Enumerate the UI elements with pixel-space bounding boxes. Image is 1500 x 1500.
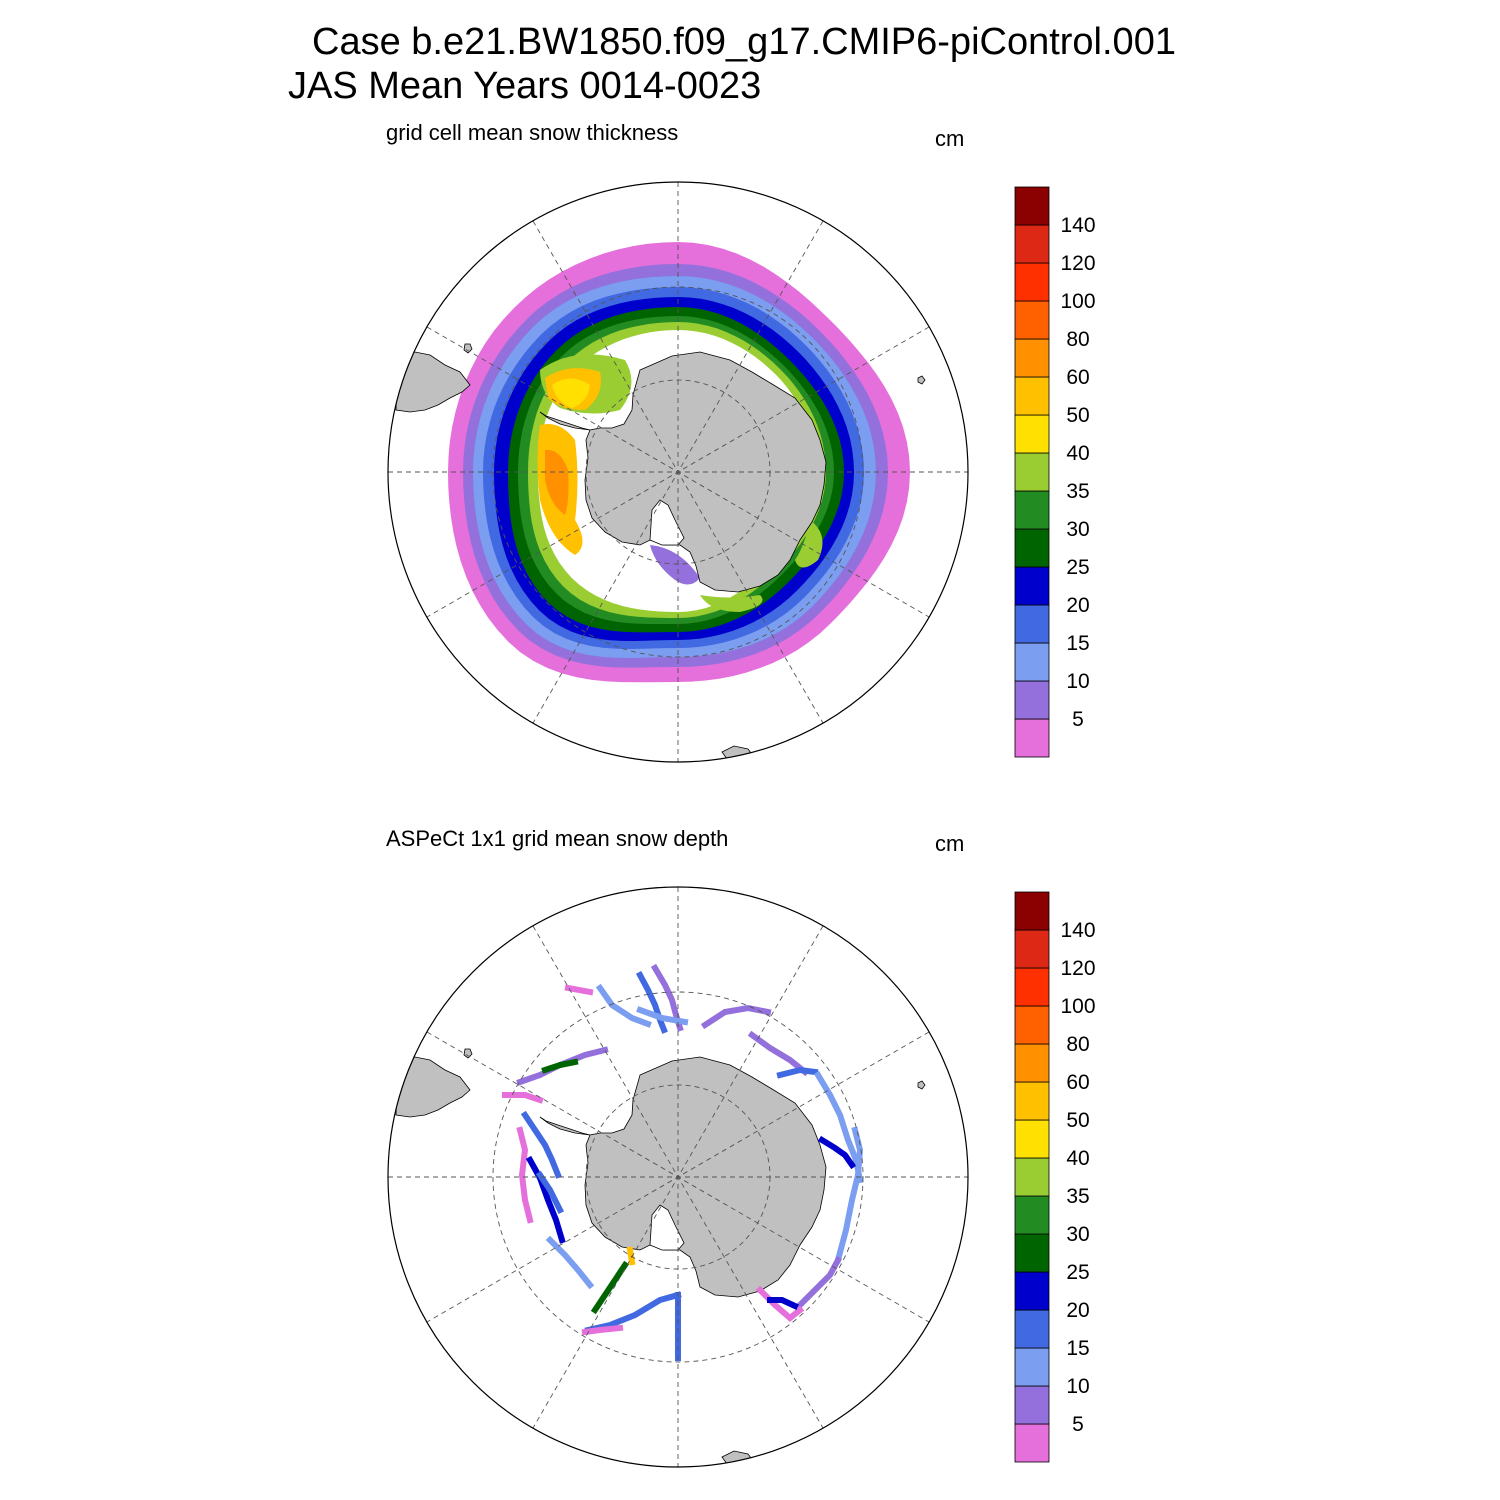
colorbar-swatch — [1014, 1119, 1050, 1159]
colorbar-swatch — [1014, 1271, 1050, 1311]
colorbar-swatch — [1014, 967, 1050, 1007]
colorbar-tick-label: 140 — [1060, 214, 1095, 237]
observation-track — [584, 1291, 682, 1334]
panel-1-title: grid cell mean snow thickness — [386, 120, 679, 145]
colorbar-tick-label: 20 — [1066, 594, 1089, 617]
colorbar-tick-label: 80 — [1066, 1033, 1089, 1056]
colorbar-tick-label: 100 — [1060, 995, 1095, 1018]
colorbar-tick-label: 40 — [1066, 1147, 1089, 1170]
colorbar-tick-label: 35 — [1066, 1185, 1089, 1208]
observation-track — [590, 1260, 630, 1315]
colorbar-swatch — [1014, 490, 1050, 530]
colorbar-swatch — [1014, 1423, 1050, 1463]
snow-patch — [795, 520, 823, 568]
colorbar-swatch — [1014, 566, 1050, 606]
colorbar-tick-label: 120 — [1060, 957, 1095, 980]
observation-track — [817, 1135, 857, 1170]
colorbar-tick-label: 60 — [1066, 1071, 1089, 1094]
observation-track — [545, 1235, 595, 1290]
colorbar-panel-2: 5 10 15 20 25 30 35 40 50 60 80 100 120 140 — [1014, 891, 1096, 1463]
snow-patch — [545, 449, 569, 515]
colorbar-tick-label: 10 — [1066, 670, 1089, 693]
colorbar-tick-label: 80 — [1066, 328, 1089, 351]
colorbar-swatch — [1014, 718, 1050, 758]
colorbar-swatch — [1014, 300, 1050, 340]
colorbar-swatch — [1014, 680, 1050, 720]
observation-track — [776, 1066, 819, 1079]
observation-track — [525, 1155, 566, 1244]
figure-title-case: Case b.e21.BW1850.f09_g17.CMIP6-piContro… — [312, 21, 1176, 63]
colorbar-tick-label: 5 — [1072, 708, 1084, 731]
colorbar-swatch — [1014, 642, 1050, 682]
panel-2-units: cm — [935, 831, 965, 856]
observation-track — [595, 983, 652, 1028]
colorbar-swatch — [1014, 224, 1050, 264]
colorbar-tick-label: 100 — [1060, 290, 1095, 313]
map-panel-model — [387, 181, 969, 763]
ship-observation-tracks — [502, 963, 864, 1361]
snow-patch — [650, 545, 700, 585]
colorbar-tick-label: 140 — [1060, 919, 1095, 942]
observation-track — [502, 1092, 544, 1104]
colorbar-panel-1: 5 10 15 20 25 30 35 40 50 60 80 100 120 140 — [1014, 186, 1096, 758]
colorbar-swatch — [1014, 1347, 1050, 1387]
colorbar-swatch — [1014, 1081, 1050, 1121]
south-america-landmass — [395, 1056, 471, 1118]
observation-track — [767, 1297, 799, 1310]
panel-2-title: ASPeCt 1x1 grid mean snow depth — [386, 826, 729, 851]
colorbar-swatch — [1014, 452, 1050, 492]
colorbar-swatch — [1014, 1195, 1050, 1235]
colorbar-swatch — [1014, 528, 1050, 568]
colorbar-tick-label: 25 — [1066, 1261, 1089, 1284]
colorbar-tick-label: 30 — [1066, 1223, 1089, 1246]
map-panel-observations — [387, 886, 969, 1468]
colorbar-tick-label: 15 — [1066, 1337, 1089, 1360]
colorbar-swatch — [1014, 604, 1050, 644]
observation-track — [541, 1058, 579, 1074]
colorbar-tick-label: 120 — [1060, 252, 1095, 275]
colorbar-tick-label: 25 — [1066, 556, 1089, 579]
colorbar-tick-label: 15 — [1066, 632, 1089, 655]
colorbar-tick-label: 20 — [1066, 1299, 1089, 1322]
antarctic-peninsula — [539, 411, 591, 431]
snow-patch — [700, 595, 763, 612]
panel-1-units: cm — [935, 126, 965, 151]
colorbar-tick-label: 50 — [1066, 1109, 1089, 1132]
observation-track — [564, 984, 594, 996]
observation-track — [635, 970, 668, 1034]
colorbar-tick-label: 40 — [1066, 442, 1089, 465]
snow-patch — [552, 378, 590, 408]
colorbar-swatch — [1014, 1043, 1050, 1083]
colorbar-swatch — [1014, 1233, 1050, 1273]
colorbar-swatch — [1014, 1385, 1050, 1425]
colorbar-swatch — [1014, 414, 1050, 454]
observation-track — [520, 1110, 562, 1179]
observation-track — [636, 1006, 689, 1026]
colorbar-tick-label: 30 — [1066, 518, 1089, 541]
observation-track — [581, 1324, 624, 1336]
colorbar-swatch — [1014, 262, 1050, 302]
colorbar-swatch — [1014, 1005, 1050, 1045]
observation-track — [535, 1170, 565, 1215]
observation-track — [747, 1030, 810, 1077]
south-america-landmass — [395, 351, 471, 413]
observation-track — [834, 1126, 864, 1264]
colorbar-swatch — [1014, 1157, 1050, 1197]
observation-track — [516, 1126, 534, 1224]
colorbar-tick-label: 10 — [1066, 1375, 1089, 1398]
colorbar-tick-label: 35 — [1066, 480, 1089, 503]
colorbar-swatch — [1014, 929, 1050, 969]
colorbar-tick-label: 60 — [1066, 366, 1089, 389]
colorbar-swatch — [1014, 186, 1050, 226]
colorbar-swatch — [1014, 891, 1050, 931]
colorbar-swatch — [1014, 338, 1050, 378]
figure-title-period: JAS Mean Years 0014-0023 — [288, 65, 762, 107]
colorbar-tick-label: 5 — [1072, 1413, 1084, 1436]
colorbar-swatch — [1014, 1309, 1050, 1349]
colorbar-tick-label: 50 — [1066, 404, 1089, 427]
colorbar-swatch — [1014, 376, 1050, 416]
